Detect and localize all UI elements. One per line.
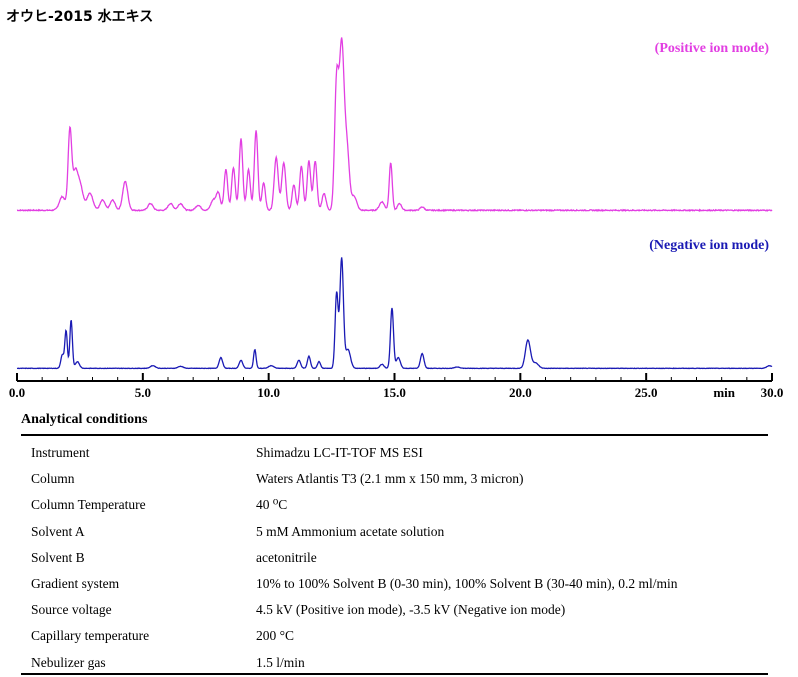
condition-value: 200 °C xyxy=(256,628,295,644)
condition-row: Solvent B acetonitrile xyxy=(21,545,768,571)
legend-label: (Positive ion mode) xyxy=(655,41,770,56)
condition-value: Shimadzu LC-IT-TOF MS ESI xyxy=(256,445,423,461)
conditions-table: Instrument Shimadzu LC-IT-TOF MS ESI Colum… xyxy=(21,440,768,676)
condition-value: 5 mM Ammonium acetate solution xyxy=(256,523,445,539)
condition-row: Column Temperature 40 ⁰C xyxy=(21,492,768,518)
table-top-rule xyxy=(21,434,768,436)
condition-label: Gradient system xyxy=(31,576,120,592)
condition-row: Column Waters Atlantis T3 (2.1 mm x 150 m… xyxy=(21,466,768,492)
x-tick-label: 0.0 xyxy=(9,385,25,400)
condition-label: Capillary temperature xyxy=(31,628,150,644)
x-tick-label: 25.0 xyxy=(635,385,658,400)
x-tick-label: 10.0 xyxy=(257,385,280,400)
x-tick-label: 20.0 xyxy=(509,385,532,400)
chromatogram-chart: (Positive ion mode) (Negative ion mode) 0.… xyxy=(9,37,784,400)
condition-row: Nebulizer gas 1.5 l/min xyxy=(21,650,768,676)
condition-label: Solvent A xyxy=(31,523,85,539)
condition-label: Source voltage xyxy=(31,602,112,618)
condition-value: 4.5 kV (Positive ion mode), -3.5 kV (Neg… xyxy=(256,602,566,618)
condition-label: Solvent B xyxy=(31,549,85,565)
condition-label: Instrument xyxy=(31,445,90,461)
x-tick-label: 30.0 xyxy=(761,385,784,400)
series-line xyxy=(16,257,773,370)
condition-row: Instrument Shimadzu LC-IT-TOF MS ESI xyxy=(21,440,768,466)
condition-label: Nebulizer gas xyxy=(31,654,106,670)
condition-value: acetonitrile xyxy=(256,549,317,565)
series-line xyxy=(16,37,773,213)
condition-label: Column Temperature xyxy=(31,497,146,513)
chart-root: (Positive ion mode) (Negative ion mode) 0.… xyxy=(9,37,784,400)
x-axis-label: min xyxy=(713,385,735,400)
condition-row: Gradient system 10% to 100% Solvent B (0-… xyxy=(21,571,768,597)
legend-label: (Negative ion mode) xyxy=(649,238,769,253)
condition-value: 40 ⁰C xyxy=(256,497,288,513)
condition-value: Waters Atlantis T3 (2.1 mm x 150 mm, 3 m… xyxy=(256,471,524,487)
condition-row: Source voltage 4.5 kV (Positive ion mode)… xyxy=(21,597,768,623)
table-bottom-rule xyxy=(21,673,768,675)
condition-value: 1.5 l/min xyxy=(256,654,305,670)
condition-row: Capillary temperature 200 °C xyxy=(21,623,768,649)
condition-value: 10% to 100% Solvent B (0-30 min), 100% S… xyxy=(256,576,678,592)
condition-label: Column xyxy=(31,471,75,487)
condition-row: Solvent A 5 mM Ammonium acetate solution xyxy=(21,519,768,545)
conditions-heading: Analytical conditions xyxy=(21,412,148,427)
x-tick-label: 15.0 xyxy=(383,385,406,400)
x-tick-label: 5.0 xyxy=(135,385,151,400)
page-title: オウヒ-2015 水エキス xyxy=(6,9,154,25)
